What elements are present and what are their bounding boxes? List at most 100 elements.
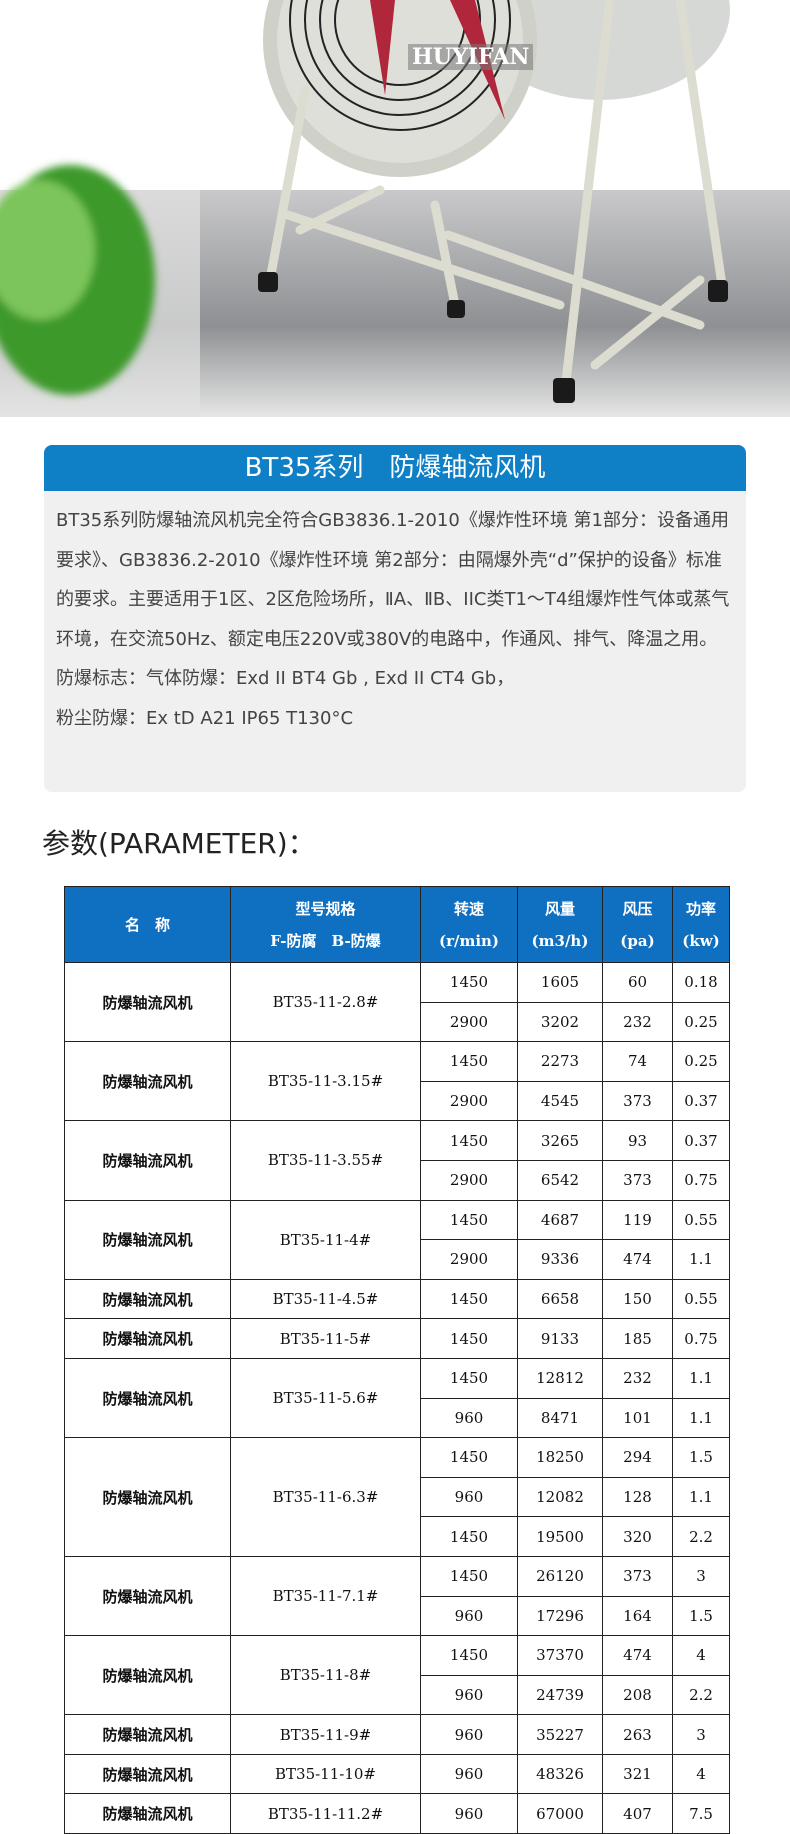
column-header-title: 型号规格 [295,899,356,918]
column-header-title: 风量 [544,899,575,918]
pressure-cell: 150 [602,1278,673,1320]
speed-cell: 1450 [420,1278,518,1320]
airflow-cell: 1605 [517,962,603,1003]
speed-cell: 960 [420,1674,518,1716]
column-header: 功率 (kw) [672,886,730,963]
speed-cell: 960 [420,1714,518,1755]
power-cell: 1.1 [672,1397,730,1439]
pressure-cell: 373 [602,1080,673,1122]
table-header-row: 名 称 型号规格 F-防腐 B-防爆 转速 (r/min) 风量 (m3/h) 风压 (pa) 功… [64,886,730,963]
model-cell: BT35-11-9# [230,1714,421,1755]
pressure-cell: 208 [602,1674,673,1716]
speed-cell: 1450 [420,1635,518,1676]
product-name-cell: 防爆轴流风机 [64,1437,231,1557]
pressure-cell: 321 [602,1753,673,1795]
table-row: 防爆轴流风机 BT35-11-7.1# 1450 26120 373 3 [64,1555,730,1637]
pressure-cell: 294 [602,1437,673,1478]
product-name-cell: 防爆轴流风机 [64,1318,231,1359]
airflow-cell: 8471 [517,1397,603,1439]
airflow-cell: 2273 [517,1041,603,1082]
airflow-cell: 35227 [517,1714,603,1755]
column-header-unit: F-防腐 B-防爆 [270,931,381,950]
power-cell: 1.1 [672,1476,730,1518]
power-cell: 1.5 [672,1595,730,1637]
pressure-cell: 60 [602,962,673,1003]
pressure-cell: 373 [602,1159,673,1201]
column-header: 风量 (m3/h) [517,886,603,963]
table-row: 1450 19500 320 2.2 [65,1516,730,1557]
model-cell: BT35-11-4.5# [230,1278,421,1320]
table-row: 防爆轴流风机 BT35-11-3.55# 1450 3265 93 0.37 [64,1120,730,1201]
speed-cell: 1450 [420,962,518,1003]
airflow-cell: 3202 [517,1001,603,1043]
model-cell: BT35-11-8# [230,1635,421,1716]
model-cell: BT35-11-3.55# [230,1120,421,1201]
column-header-unit: (r/min) [438,931,500,950]
table-row: 2900 3202 232 0.25 [65,1001,730,1043]
column-header-title: 风压 [622,899,653,918]
table-row: 防爆轴流风机 BT35-11-8# 1450 37370 474 4 [64,1635,730,1716]
speed-cell: 1450 [420,1199,518,1241]
table-row: 960 17296 164 1.5 [65,1595,730,1637]
pressure-cell: 185 [602,1318,673,1359]
airflow-cell: 24739 [517,1674,603,1716]
speed-cell: 1450 [420,1357,518,1399]
column-header-unit: (kw) [682,931,720,950]
intro-description: BT35系列防爆轴流风机完全符合GB3836.1-2010《爆炸性环境 第1部分… [56,510,730,650]
column-header: 型号规格 F-防腐 B-防爆 [230,886,421,963]
power-cell: 0.25 [672,1001,730,1043]
airflow-cell: 6658 [517,1278,603,1320]
speed-cell: 960 [420,1476,518,1518]
fan-illustration [0,0,790,417]
parameter-table: 名 称 型号规格 F-防腐 B-防爆 转速 (r/min) 风量 (m3/h) 风压 (pa) 功… [64,886,730,1834]
pressure-cell: 232 [602,1357,673,1399]
power-cell: 0.55 [672,1278,730,1320]
airflow-cell: 19500 [517,1516,603,1557]
speed-cell: 960 [420,1595,518,1637]
column-header-title: 转速 [453,899,484,918]
pressure-cell: 74 [602,1041,673,1082]
power-cell: 1.1 [672,1239,730,1280]
column-header-title: 功率 [685,899,716,918]
power-cell: 0.75 [672,1159,730,1201]
speed-cell: 1450 [420,1120,518,1161]
column-header: 风压 (pa) [602,886,673,963]
product-name-cell: 防爆轴流风机 [64,1714,231,1755]
airflow-cell: 12812 [517,1357,603,1399]
speed-cell: 2900 [420,1080,518,1122]
model-cell: BT35-11-10# [230,1753,421,1795]
dust-explosion-mark: 粉尘防爆：Ex tD A21 IP65 T130°C [56,707,354,729]
pressure-cell: 164 [602,1595,673,1637]
model-cell: BT35-11-6.3# [230,1437,421,1557]
table-row: 2900 9336 474 1.1 [65,1239,730,1280]
table-row: 防爆轴流风机 BT35-11-5.6# 1450 12812 232 1.1 [64,1357,730,1439]
parameter-heading: 参数(PARAMETER)： [42,827,316,860]
table-row: 防爆轴流风机 BT35-11-9# 960 35227 263 3 [64,1714,730,1755]
airflow-cell: 17296 [517,1595,603,1637]
table-row: 防爆轴流风机 BT35-11-4.5# 1450 6658 150 0.55 [64,1278,730,1320]
pressure-cell: 101 [602,1397,673,1439]
speed-cell: 1450 [420,1516,518,1557]
power-cell: 0.25 [672,1041,730,1082]
intro-panel: BT35系列 防爆轴流风机 BT35系列防爆轴流风机完全符合GB3836.1-2… [44,445,746,792]
intro-title: BT35系列 防爆轴流风机 [44,445,746,491]
table-row: 防爆轴流风机 BT35-11-10# 960 48326 321 4 [64,1753,730,1795]
product-name-cell: 防爆轴流风机 [64,1357,231,1439]
model-cell: BT35-11-3.15# [230,1041,421,1122]
brand-label: HUYIFAN [408,44,534,70]
product-name-cell: 防爆轴流风机 [64,1041,231,1122]
speed-cell: 1450 [420,1437,518,1478]
pressure-cell: 373 [602,1555,673,1597]
airflow-cell: 4545 [517,1080,603,1122]
product-name-cell: 防爆轴流风机 [64,1278,231,1320]
airflow-cell: 4687 [517,1199,603,1241]
airflow-cell: 37370 [517,1635,603,1676]
model-cell: BT35-11-5.6# [230,1357,421,1439]
product-name-cell: 防爆轴流风机 [64,961,231,1043]
column-header: 名 称 [64,886,231,963]
speed-cell: 2900 [420,1001,518,1043]
pressure-cell: 320 [602,1516,673,1557]
power-cell: 1.1 [672,1357,730,1399]
power-cell: 2.2 [672,1674,730,1716]
airflow-cell: 9133 [517,1318,603,1359]
